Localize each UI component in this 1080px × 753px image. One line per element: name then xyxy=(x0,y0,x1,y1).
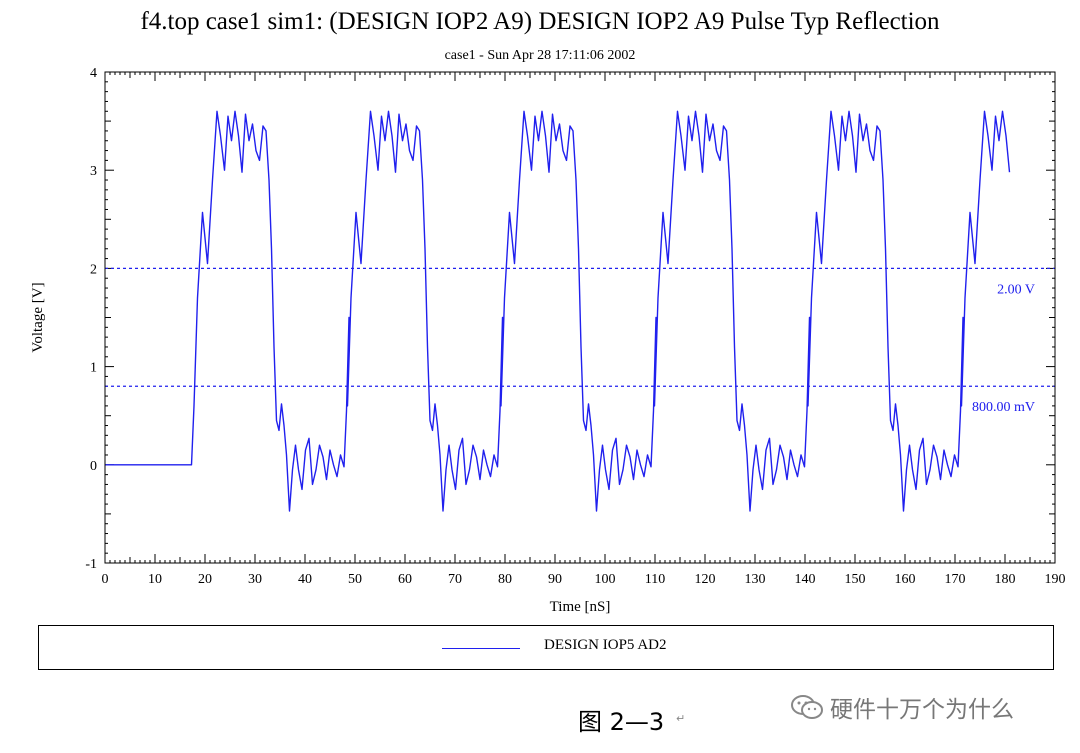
x-tick-label: 40 xyxy=(298,572,312,587)
plot-frame xyxy=(104,71,1056,564)
x-tick-label: 20 xyxy=(198,572,212,587)
x-tick-label: 100 xyxy=(595,572,616,587)
legend-label: DESIGN IOP5 AD2 xyxy=(544,637,667,653)
watermark: 硬件十万个为什么 xyxy=(790,690,1014,724)
x-tick-label: 170 xyxy=(945,572,966,587)
x-tick-label: 130 xyxy=(745,572,766,587)
x-tick-label: 190 xyxy=(1045,572,1066,587)
x-tick-label: 90 xyxy=(548,572,562,587)
x-tick-label: 70 xyxy=(448,572,462,587)
y-tick-label: 2 xyxy=(90,262,97,277)
y-tick-label: -1 xyxy=(85,557,97,572)
x-tick-label: 80 xyxy=(498,572,512,587)
x-axis-label: Time [nS] xyxy=(550,599,611,615)
chart-subtitle: case1 - Sun Apr 28 17:11:06 2002 xyxy=(444,48,636,63)
y-tick-label: 4 xyxy=(90,66,97,81)
x-tick-label: 150 xyxy=(845,572,866,587)
reference-line-label: 2.00 V xyxy=(997,282,1035,297)
x-tick-label: 160 xyxy=(895,572,916,587)
x-tick-label: 60 xyxy=(398,572,412,587)
watermark-text: 硬件十万个为什么 xyxy=(830,697,1014,723)
x-tick-label: 110 xyxy=(645,572,665,587)
x-tick-label: 180 xyxy=(995,572,1016,587)
legend-line-swatch xyxy=(442,648,520,649)
caption-return-mark: ↵ xyxy=(676,712,686,725)
chart-title: f4.top case1 sim1: (DESIGN IOP2 A9) DESI… xyxy=(140,8,940,35)
x-tick-label: 140 xyxy=(795,572,816,587)
figure-caption: 图 2—3 xyxy=(578,708,665,736)
y-tick-label: 0 xyxy=(90,459,97,474)
y-tick-label: 3 xyxy=(90,164,97,179)
legend: DESIGN IOP5 AD2 xyxy=(38,625,1054,670)
x-tick-label: 50 xyxy=(348,572,362,587)
x-tick-label: 120 xyxy=(695,572,716,587)
x-tick-label: 30 xyxy=(248,572,262,587)
y-tick-label: 1 xyxy=(90,361,97,376)
reference-line-label: 800.00 mV xyxy=(972,400,1035,415)
wechat-icon xyxy=(791,695,823,719)
series-line-0 xyxy=(105,110,1011,512)
x-tick-label: 10 xyxy=(148,572,162,587)
x-tick-label: 0 xyxy=(102,572,109,587)
y-axis-label: Voltage [V] xyxy=(30,282,46,352)
